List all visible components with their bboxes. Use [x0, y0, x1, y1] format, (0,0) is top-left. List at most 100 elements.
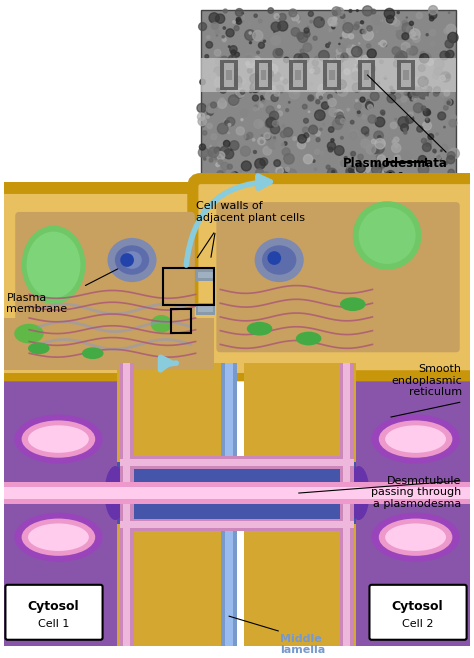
Circle shape	[283, 57, 289, 63]
Circle shape	[349, 9, 352, 13]
Bar	[295, 70, 301, 80]
Circle shape	[216, 163, 219, 166]
Bar	[120, 519, 354, 531]
Circle shape	[283, 141, 287, 145]
Circle shape	[237, 17, 241, 22]
Circle shape	[259, 122, 264, 126]
Circle shape	[297, 141, 306, 149]
Circle shape	[366, 145, 376, 154]
Circle shape	[401, 42, 410, 51]
Circle shape	[332, 59, 342, 68]
Circle shape	[240, 178, 243, 180]
Circle shape	[340, 136, 343, 139]
Circle shape	[411, 61, 415, 65]
Circle shape	[426, 118, 428, 120]
Ellipse shape	[122, 251, 142, 269]
Circle shape	[228, 55, 237, 64]
Circle shape	[291, 28, 300, 36]
Circle shape	[330, 45, 334, 48]
Circle shape	[274, 90, 280, 96]
Circle shape	[301, 85, 307, 90]
Circle shape	[333, 60, 341, 68]
Circle shape	[335, 145, 344, 155]
Circle shape	[316, 138, 320, 141]
Ellipse shape	[28, 342, 50, 354]
Circle shape	[264, 133, 270, 139]
Circle shape	[233, 20, 235, 23]
Circle shape	[427, 59, 433, 65]
Circle shape	[346, 166, 356, 177]
Circle shape	[328, 142, 336, 150]
Circle shape	[198, 117, 207, 126]
Circle shape	[360, 24, 362, 26]
Circle shape	[411, 32, 416, 36]
Circle shape	[393, 95, 396, 98]
Circle shape	[198, 177, 204, 184]
Bar	[220, 60, 238, 90]
Circle shape	[334, 113, 337, 116]
Circle shape	[232, 76, 242, 86]
Circle shape	[293, 22, 297, 26]
Circle shape	[228, 164, 232, 169]
Circle shape	[361, 139, 370, 148]
Circle shape	[304, 133, 309, 138]
Circle shape	[444, 90, 450, 96]
Circle shape	[440, 75, 446, 81]
Circle shape	[370, 92, 379, 101]
Circle shape	[420, 51, 425, 57]
Circle shape	[296, 19, 300, 23]
Circle shape	[433, 149, 436, 153]
Circle shape	[393, 20, 400, 26]
Circle shape	[282, 143, 284, 146]
Circle shape	[258, 19, 262, 23]
Circle shape	[446, 74, 450, 78]
Circle shape	[340, 118, 345, 124]
Circle shape	[309, 125, 318, 134]
Circle shape	[262, 100, 265, 103]
Circle shape	[256, 66, 261, 71]
Circle shape	[235, 52, 239, 57]
Circle shape	[329, 24, 331, 26]
Circle shape	[392, 47, 400, 55]
Circle shape	[400, 45, 406, 51]
Circle shape	[230, 45, 237, 53]
Circle shape	[234, 66, 237, 71]
Circle shape	[302, 105, 307, 109]
Circle shape	[255, 66, 261, 73]
Ellipse shape	[296, 332, 321, 345]
Circle shape	[334, 84, 344, 93]
Circle shape	[277, 16, 278, 18]
Circle shape	[395, 53, 405, 63]
Circle shape	[285, 167, 290, 171]
Circle shape	[449, 148, 459, 159]
Circle shape	[294, 54, 302, 63]
Circle shape	[339, 43, 340, 45]
Circle shape	[215, 30, 219, 34]
Circle shape	[412, 97, 416, 101]
Circle shape	[354, 24, 359, 30]
Circle shape	[220, 57, 228, 64]
Circle shape	[211, 22, 219, 30]
Circle shape	[435, 153, 441, 159]
Circle shape	[340, 38, 342, 39]
Ellipse shape	[385, 524, 446, 551]
Circle shape	[261, 95, 263, 98]
Circle shape	[371, 178, 374, 182]
Circle shape	[421, 106, 426, 111]
Circle shape	[353, 68, 357, 72]
Circle shape	[302, 127, 309, 133]
Circle shape	[281, 131, 287, 138]
FancyBboxPatch shape	[0, 188, 219, 376]
Circle shape	[379, 161, 385, 168]
Circle shape	[219, 61, 222, 64]
Circle shape	[429, 30, 436, 36]
FancyBboxPatch shape	[369, 585, 466, 640]
Circle shape	[368, 115, 376, 123]
Circle shape	[223, 9, 228, 13]
Circle shape	[440, 72, 451, 82]
Circle shape	[207, 123, 212, 128]
Circle shape	[437, 156, 441, 161]
Circle shape	[236, 9, 243, 16]
Circle shape	[435, 174, 437, 176]
Circle shape	[268, 64, 278, 74]
